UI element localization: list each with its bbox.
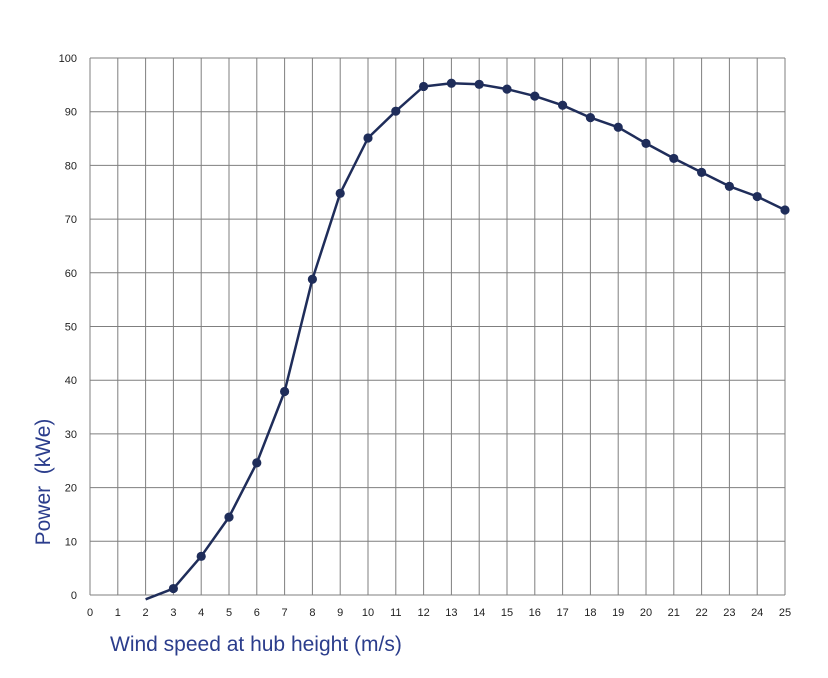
data-point — [669, 153, 679, 164]
x-tick-label: 20 — [640, 607, 652, 619]
data-point — [252, 458, 262, 468]
y-tick-label: 70 — [65, 214, 77, 226]
x-tick-label: 17 — [556, 607, 568, 619]
x-tick-label: 5 — [226, 607, 232, 619]
data-point — [474, 79, 484, 89]
data-point — [641, 138, 651, 148]
data-point — [280, 386, 290, 397]
x-tick-label: 13 — [445, 607, 457, 619]
x-tick-label: 25 — [779, 607, 791, 619]
y-tick-label: 50 — [65, 322, 77, 334]
x-tick-label: 2 — [143, 607, 149, 619]
data-point — [613, 122, 623, 132]
data-point — [752, 191, 762, 202]
y-axis-ticks: 0 10 20 30 40 50 60 70 80 90 100 — [59, 53, 77, 602]
data-point — [196, 551, 206, 561]
y-tick-label: 0 — [71, 590, 77, 602]
data-point — [558, 100, 568, 110]
data-point — [391, 106, 401, 116]
data-point — [780, 205, 790, 215]
data-point — [224, 512, 234, 522]
y-tick-label: 90 — [65, 107, 77, 119]
y-tick-label: 10 — [65, 536, 77, 548]
data-point — [446, 78, 456, 88]
x-tick-label: 12 — [417, 607, 429, 619]
x-tick-label: 9 — [337, 607, 343, 619]
x-tick-label: 3 — [170, 607, 176, 619]
data-point — [530, 91, 540, 101]
y-tick-label: 100 — [59, 53, 77, 65]
x-tick-label: 7 — [282, 607, 288, 619]
grid-lines — [89, 57, 786, 596]
x-tick-label: 16 — [529, 607, 541, 619]
x-axis-title: Wind speed at hub height (m/s) — [110, 633, 402, 656]
data-point — [307, 274, 317, 284]
x-tick-label: 6 — [254, 607, 260, 619]
x-tick-label: 8 — [309, 607, 315, 619]
y-tick-label: 80 — [65, 160, 77, 172]
x-tick-label: 22 — [695, 607, 707, 619]
data-point — [363, 133, 373, 143]
x-tick-label: 1 — [115, 607, 121, 619]
x-tick-label: 18 — [584, 607, 596, 619]
x-tick-label: 15 — [501, 607, 513, 619]
data-point — [335, 188, 345, 198]
x-tick-label: 14 — [473, 607, 485, 619]
data-point — [724, 181, 735, 191]
y-axis-title: Power (kWe) — [32, 419, 55, 546]
data-point — [697, 167, 707, 177]
x-tick-label: 19 — [612, 607, 624, 619]
data-point — [419, 81, 429, 92]
data-point — [585, 113, 596, 123]
power-curve-line — [145, 81, 786, 601]
data-point — [502, 84, 512, 94]
x-tick-label: 21 — [668, 607, 680, 619]
data-points — [168, 78, 790, 594]
x-tick-label: 11 — [390, 607, 401, 619]
x-tick-label: 24 — [751, 607, 763, 619]
y-tick-label: 30 — [65, 429, 77, 441]
x-tick-label: 10 — [362, 607, 374, 619]
y-tick-label: 20 — [65, 483, 77, 495]
x-tick-label: 0 — [87, 607, 93, 619]
y-tick-label: 40 — [65, 375, 77, 387]
x-tick-label: 23 — [723, 607, 735, 619]
data-point — [168, 583, 178, 594]
x-tick-label: 4 — [198, 607, 204, 619]
x-axis-ticks: 0 1 2 3 4 5 6 7 8 9 10 11 12 13 14 15 16 17 18 19 20 21 22 23 24… — [87, 607, 791, 619]
y-tick-label: 60 — [65, 268, 77, 280]
